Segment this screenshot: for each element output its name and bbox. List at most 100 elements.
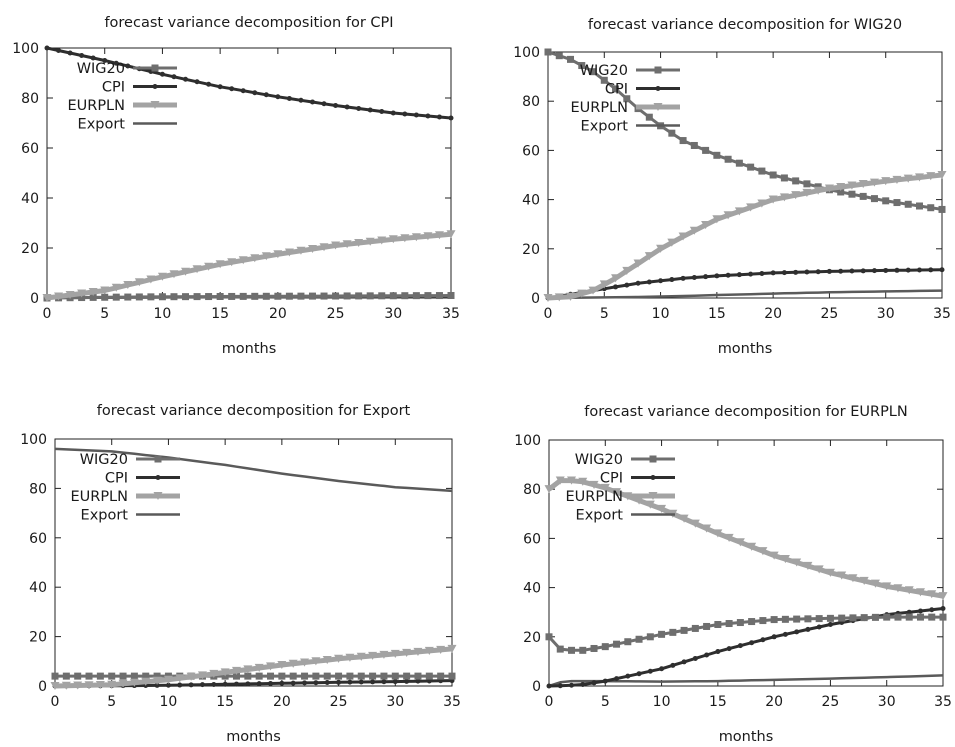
data-point (388, 235, 398, 244)
data-point (635, 635, 643, 643)
data-point (736, 272, 742, 278)
data-point (209, 669, 219, 678)
data-point (758, 167, 766, 175)
data-point (928, 267, 934, 273)
data-point (939, 267, 945, 273)
data-point (555, 52, 563, 60)
data-point (297, 292, 305, 300)
data-point (251, 292, 259, 300)
data-point (228, 292, 236, 300)
data-point (893, 584, 903, 593)
data-point (284, 248, 294, 257)
data-point (825, 568, 835, 577)
data-point (356, 652, 366, 661)
data-point (803, 561, 813, 571)
legend-label: EURPLN (70, 489, 128, 505)
y-tick-label: 40 (21, 191, 39, 207)
data-point (860, 614, 868, 622)
data-point (779, 193, 789, 202)
data-point (578, 62, 586, 70)
data-point (266, 662, 276, 671)
data-point (118, 679, 128, 688)
data-point (448, 115, 454, 121)
data-point (557, 683, 563, 689)
data-point (403, 672, 411, 680)
series-eurpln (543, 170, 947, 303)
data-point (88, 287, 98, 297)
data-point (85, 672, 93, 680)
data-point (804, 269, 810, 275)
data-point (435, 292, 443, 300)
data-point (379, 109, 385, 114)
data-point (129, 678, 139, 687)
data-point (702, 146, 710, 154)
x-tick-label: 5 (601, 694, 610, 710)
data-point (311, 657, 321, 666)
data-point (781, 615, 789, 623)
y-tick-label: 80 (522, 94, 540, 110)
data-point (205, 293, 213, 301)
legend-marker (648, 491, 658, 501)
data-point (938, 205, 946, 213)
data-point (313, 680, 319, 686)
y-tick-label: 60 (523, 531, 541, 547)
y-tick-label: 100 (12, 41, 39, 57)
data-point (424, 646, 434, 655)
data-point (181, 267, 191, 276)
data-point (44, 45, 50, 51)
x-tick-label: 0 (51, 694, 60, 710)
data-point (206, 81, 212, 87)
data-point (881, 177, 891, 186)
data-point (726, 646, 732, 652)
y-tick-label: 100 (513, 45, 540, 61)
data-point (312, 672, 320, 680)
data-point (255, 672, 263, 680)
x-tick-label: 0 (43, 306, 52, 322)
data-point (656, 244, 666, 253)
data-point (319, 243, 329, 252)
data-point (926, 172, 936, 181)
data-point (580, 682, 586, 688)
chart-title: forecast variance decomposition for WIG2… (588, 17, 902, 33)
data-point (175, 674, 185, 683)
data-point (714, 621, 722, 628)
data-point (192, 265, 202, 274)
data-point (723, 211, 733, 220)
x-tick-label: 20 (765, 694, 783, 710)
chart-svg: forecast variance decomposition for Expo… (20, 403, 461, 745)
x-tick-label: 20 (269, 306, 287, 322)
legend-label: WIG20 (80, 452, 128, 468)
data-point (65, 290, 75, 300)
x-tick-label: 35 (934, 694, 952, 710)
data-point (544, 48, 552, 56)
data-point (278, 672, 286, 680)
data-point (227, 258, 237, 267)
y-tick-label: 20 (21, 241, 39, 257)
legend-label: Export (81, 508, 129, 524)
legend-marker (654, 66, 662, 74)
x-axis-label: months (226, 729, 281, 743)
data-point (222, 681, 228, 687)
data-point (636, 671, 642, 677)
data-point (770, 270, 776, 276)
data-point (734, 207, 744, 216)
data-point (748, 271, 754, 277)
data-point (591, 680, 597, 686)
data-point (645, 113, 653, 121)
data-point (543, 293, 553, 303)
data-point (713, 529, 723, 538)
data-point (336, 679, 342, 685)
data-point (215, 260, 225, 269)
data-point (356, 106, 362, 111)
y-tick-label: 80 (21, 91, 39, 107)
data-point (679, 137, 687, 145)
data-point (369, 672, 377, 680)
data-point (273, 250, 283, 259)
data-point (365, 237, 375, 246)
data-point (436, 114, 442, 120)
data-point (556, 645, 564, 653)
legend-label: EURPLN (67, 98, 125, 114)
data-point (448, 672, 456, 680)
data-point (802, 188, 812, 198)
data-point (691, 624, 699, 632)
